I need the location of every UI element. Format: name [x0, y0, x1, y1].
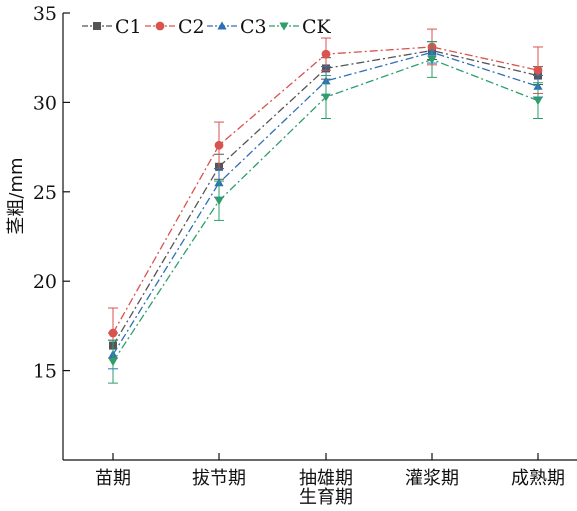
x-tick-label: 抽雄期	[299, 468, 353, 489]
y-tick-label: 25	[33, 182, 57, 204]
legend-marker	[155, 21, 165, 31]
y-tick-label: 15	[33, 361, 57, 383]
y-tick-label: 35	[33, 3, 57, 25]
series-ck	[108, 41, 543, 384]
legend-label: C3	[240, 16, 267, 38]
y-axis-title: 茎粗/mm	[6, 157, 27, 234]
series-c2	[108, 28, 543, 359]
data-point	[533, 97, 543, 106]
data-point	[427, 56, 437, 65]
legend-item-c2: C2	[145, 16, 205, 38]
x-tick-label: 灌浆期	[405, 468, 459, 489]
x-tick-label: 拔节期	[192, 468, 246, 489]
x-tick-label: 苗期	[95, 468, 131, 489]
y-axis: 15 20 25 30 35	[33, 3, 70, 383]
legend-label: C1	[115, 16, 142, 38]
legend-label: CK	[302, 16, 332, 38]
legend-item-ck: CK	[269, 16, 332, 38]
data-point	[321, 93, 331, 102]
legend-marker	[217, 21, 227, 30]
series-layer	[108, 28, 543, 384]
data-point	[214, 197, 224, 206]
data-point	[321, 49, 331, 59]
x-tick-label: 成熟期	[511, 468, 565, 489]
x-axis-title: 生育期	[299, 487, 353, 508]
legend-item-c1: C1	[82, 16, 142, 38]
data-point	[533, 65, 543, 75]
data-point	[108, 328, 118, 338]
y-tick-label: 30	[33, 92, 57, 114]
series-line	[112, 51, 539, 355]
x-axis: 苗期 拔节期 抽雄期 灌浆期 成熟期	[95, 453, 565, 489]
legend-item-c3: C3	[207, 16, 267, 38]
plot-frame	[62, 13, 577, 461]
data-point	[214, 140, 224, 150]
legend-marker	[279, 22, 289, 31]
data-point	[108, 358, 118, 367]
legend-label: C2	[178, 16, 205, 38]
legend: C1 C2 C3 CK	[82, 16, 332, 38]
legend-marker	[93, 22, 101, 30]
y-tick-label: 20	[33, 271, 57, 293]
